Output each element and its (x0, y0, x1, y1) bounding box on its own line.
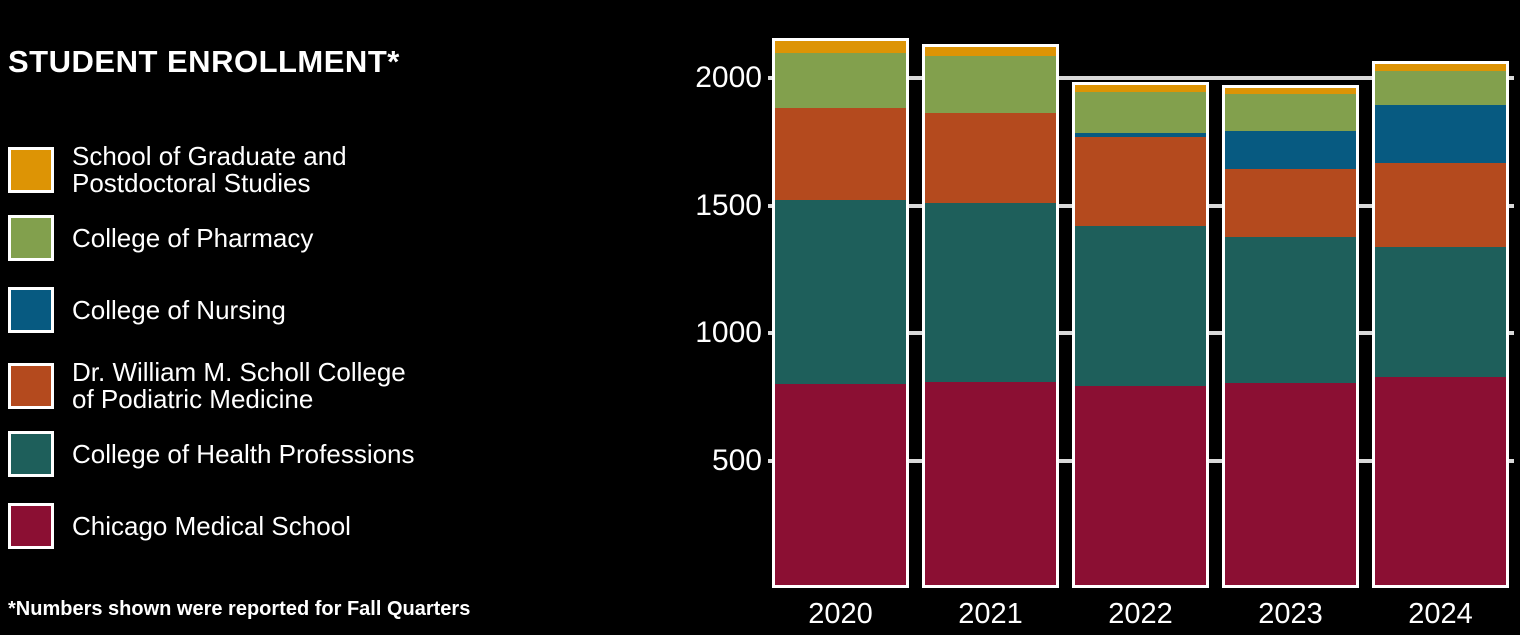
segment-2022-college-of-nursing (1075, 132, 1206, 137)
legend-swatch-graduate-postdoctoral (8, 147, 54, 193)
legend-item-graduate-postdoctoral: School of Graduate and Postdoctoral Studi… (8, 143, 347, 197)
bar-2024 (1372, 60, 1509, 588)
y-axis-tick-1000: 1000 (695, 316, 762, 349)
segment-2021-dr-william-m-scholl-college-of-podiatric-medicine (925, 112, 1056, 204)
legend-item-pharmacy: College of Pharmacy (8, 215, 313, 261)
legend-label-scholl-podiatric: Dr. William M. Scholl College of Podiatri… (72, 357, 406, 414)
segment-2022-college-of-pharmacy (1075, 92, 1206, 133)
legend-item-chicago-medical: Chicago Medical School (8, 503, 351, 549)
x-axis-label-2022: 2022 (1108, 598, 1173, 630)
legend-swatch-chicago-medical (8, 503, 54, 549)
segment-2024-dr-william-m-scholl-college-of-podiatric-medicine (1375, 162, 1506, 247)
legend-label-nursing: College of Nursing (72, 294, 286, 325)
chart-title: STUDENT ENROLLMENT* (8, 44, 400, 79)
segment-2022-school-of-graduate-and-postdoctoral-studies (1075, 84, 1206, 93)
segment-2022-college-of-health-professions (1075, 225, 1206, 387)
legend-label-pharmacy: College of Pharmacy (72, 222, 314, 253)
legend-item-nursing: College of Nursing (8, 287, 286, 333)
bar-2020 (772, 37, 909, 588)
segment-2023-school-of-graduate-and-postdoctoral-studies (1225, 88, 1356, 94)
segment-2020-chicago-medical-school (775, 384, 906, 585)
gridline-2000 (768, 76, 1514, 80)
segment-2023-chicago-medical-school (1225, 383, 1356, 585)
segment-2022-chicago-medical-school (1075, 386, 1206, 585)
x-axis-label-2024: 2024 (1408, 598, 1473, 630)
legend-item-scholl-podiatric: Dr. William M. Scholl College of Podiatri… (8, 359, 406, 413)
segment-2023-college-of-nursing (1225, 130, 1356, 169)
segment-2024-chicago-medical-school (1375, 376, 1506, 585)
y-axis-tick-500: 500 (711, 443, 762, 477)
bar-2021 (922, 43, 1059, 588)
legend-swatch-nursing (8, 287, 54, 333)
segment-2021-college-of-health-professions (925, 203, 1056, 382)
x-axis-label-2020: 2020 (808, 598, 873, 630)
y-axis-tick-2000: 2000 (695, 61, 762, 94)
legend-swatch-scholl-podiatric (8, 363, 54, 409)
segment-2023-college-of-pharmacy (1225, 93, 1356, 131)
segment-2024-college-of-health-professions (1375, 246, 1506, 377)
y-axis-tick-1500: 1500 (695, 188, 762, 222)
legend-label-health-professions: College of Health Professions (72, 438, 415, 469)
footnote: *Numbers shown were reported for Fall Qu… (8, 598, 471, 620)
segment-2020-college-of-health-professions (775, 199, 906, 385)
segment-2021-school-of-graduate-and-postdoctoral-studies (925, 46, 1056, 56)
legend-label-graduate-postdoctoral: School of Graduate and Postdoctoral Studi… (72, 141, 347, 198)
x-axis-label-2021: 2021 (958, 598, 1023, 630)
segment-2023-college-of-health-professions (1225, 236, 1356, 384)
segment-2020-college-of-pharmacy (775, 52, 906, 109)
bar-2023 (1222, 85, 1359, 588)
segment-2021-college-of-pharmacy (925, 55, 1056, 113)
segment-2024-college-of-pharmacy (1375, 71, 1506, 105)
segment-2023-dr-william-m-scholl-college-of-podiatric-medicine (1225, 168, 1356, 237)
legend-item-health-professions: College of Health Professions (8, 431, 415, 477)
bar-2022 (1072, 81, 1209, 588)
legend-swatch-pharmacy (8, 215, 54, 261)
segment-2022-dr-william-m-scholl-college-of-podiatric-medicine (1075, 136, 1206, 226)
segment-2024-school-of-graduate-and-postdoctoral-studies (1375, 63, 1506, 72)
segment-2024-college-of-nursing (1375, 104, 1506, 163)
legend-swatch-health-professions (8, 431, 54, 477)
segment-2020-school-of-graduate-and-postdoctoral-studies (775, 40, 906, 53)
x-axis-label-2023: 2023 (1258, 598, 1323, 630)
segment-2021-chicago-medical-school (925, 381, 1056, 585)
segment-2020-dr-william-m-scholl-college-of-podiatric-medicine (775, 108, 906, 200)
legend-label-chicago-medical: Chicago Medical School (72, 510, 351, 541)
